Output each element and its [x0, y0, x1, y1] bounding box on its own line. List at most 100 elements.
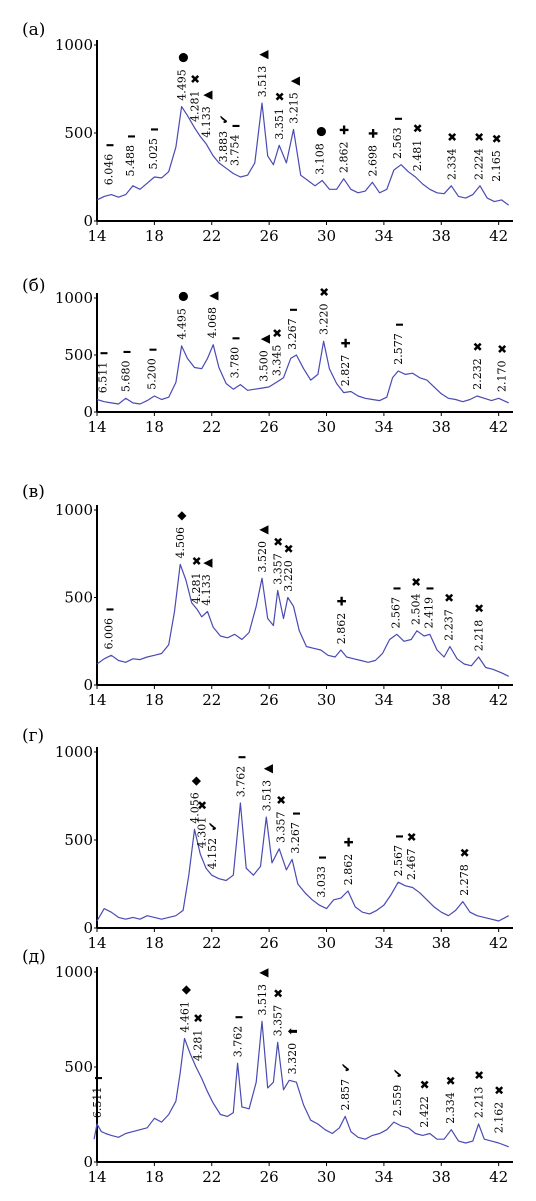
- peak-d-spacing-label: 2.698: [366, 145, 379, 177]
- peak-d-spacing-label: 2.165: [490, 150, 503, 182]
- peak-d-spacing-label: 3.762: [234, 766, 247, 798]
- y-tick-label: 0: [83, 919, 93, 937]
- peak-d-spacing-label: 2.224: [473, 149, 486, 181]
- y-tick-label: 0: [83, 1153, 93, 1171]
- phase-marker-triangle: ▲: [200, 558, 214, 568]
- phase-marker-dash: ı: [389, 586, 403, 590]
- phase-marker-triangle: ▲: [200, 90, 214, 100]
- phase-marker-cross: ✖: [191, 1013, 205, 1023]
- phase-marker-diamond: ◆: [179, 985, 193, 995]
- y-tick-label: 1000: [55, 501, 93, 519]
- peak-d-spacing-label: 3.267: [286, 318, 299, 350]
- y-tick-label: 1000: [55, 289, 93, 307]
- peak-d-spacing-label: 3.500: [257, 350, 270, 382]
- peak-d-spacing-label: 2.577: [392, 333, 405, 365]
- phase-marker-cross: ✖: [442, 593, 456, 603]
- peak-d-spacing-label: 2.334: [445, 149, 458, 181]
- x-tick-label: 30: [317, 691, 336, 709]
- phase-marker-cross: ✖: [189, 74, 203, 84]
- peak-d-spacing-label: 4.056: [189, 792, 202, 824]
- peak-d-spacing-label: 2.232: [471, 358, 484, 390]
- peak-d-spacing-label: 6.006: [103, 618, 116, 650]
- phase-marker-dash: ı: [422, 586, 436, 590]
- phase-marker-cross: ✖: [318, 287, 332, 297]
- phase-marker-dash: ı: [289, 811, 303, 815]
- peak-d-spacing-label: 6.046: [103, 154, 116, 186]
- y-tick-label: 500: [64, 589, 93, 607]
- x-tick-label: 38: [432, 227, 451, 245]
- panel-label: (в): [22, 482, 45, 502]
- panel-label: (д): [22, 947, 46, 967]
- peak-d-spacing-label: 2.422: [418, 1096, 431, 1128]
- phase-marker-cross: ✖: [490, 134, 504, 144]
- x-tick-label: 26: [260, 1168, 279, 1186]
- y-tick-label: 500: [64, 346, 93, 364]
- phase-marker-cross: ✖: [270, 328, 284, 338]
- peak-d-spacing-label: 4.068: [206, 307, 219, 339]
- x-tick-label: 14: [87, 418, 106, 436]
- peak-d-spacing-label: 2.827: [339, 355, 352, 387]
- peak-d-spacing-label: 4.152: [206, 838, 219, 870]
- y-tick-label: 1000: [55, 743, 93, 761]
- x-tick-label: 30: [317, 1168, 336, 1186]
- phase-marker-triangle: ▲: [288, 76, 302, 86]
- peak-d-spacing-label: 4.281: [189, 91, 202, 123]
- peak-d-spacing-label: 6.511: [97, 362, 110, 394]
- peak-d-spacing-label: 2.567: [392, 845, 405, 877]
- x-tick-label: 38: [432, 1168, 451, 1186]
- x-tick-label: 38: [432, 691, 451, 709]
- phase-marker-check: ✔: [391, 1068, 405, 1078]
- phase-marker-diamond: ◆: [174, 511, 188, 521]
- peak-d-spacing-label: 3.357: [272, 1005, 285, 1037]
- y-tick-label: 1000: [55, 36, 93, 54]
- x-tick-label: 18: [145, 934, 164, 952]
- phase-marker-dash: ı: [391, 117, 405, 121]
- peak-d-spacing-label: 6.511: [91, 1087, 104, 1119]
- peak-d-spacing-label: 4.461: [179, 1001, 192, 1033]
- x-tick-label: 26: [260, 418, 279, 436]
- y-tick-label: 0: [83, 676, 93, 694]
- peak-d-spacing-label: 2.862: [338, 142, 351, 174]
- x-tick-label: 38: [432, 418, 451, 436]
- peak-d-spacing-label: 3.108: [313, 143, 326, 175]
- phase-marker-dash: ı: [124, 134, 138, 138]
- peak-d-spacing-label: 2.563: [391, 127, 404, 159]
- x-tick-label: 22: [202, 227, 221, 245]
- x-tick-label: 42: [489, 934, 508, 952]
- x-tick-label: 22: [202, 1168, 221, 1186]
- phase-marker-plus: ✚: [338, 125, 352, 135]
- x-tick-label: 38: [432, 934, 451, 952]
- x-tick-label: 34: [374, 418, 393, 436]
- peak-d-spacing-label: 3.220: [282, 560, 295, 592]
- phase-marker-dash: ı: [146, 348, 160, 352]
- peak-d-spacing-label: 3.513: [256, 984, 269, 1016]
- x-tick-label: 22: [202, 934, 221, 952]
- y-tick-label: 0: [83, 212, 93, 230]
- xrd-trace: [93, 1020, 509, 1148]
- phase-marker-cross: ✖: [471, 342, 485, 352]
- x-tick-label: 18: [145, 227, 164, 245]
- x-tick-label: 26: [260, 934, 279, 952]
- phase-marker-plus: ✚: [339, 338, 353, 348]
- peak-d-spacing-label: 3.883: [217, 131, 230, 163]
- xrd-trace: [96, 102, 510, 206]
- peak-d-spacing-label: 2.862: [335, 613, 348, 645]
- peak-d-spacing-label: 2.862: [342, 854, 355, 886]
- peak-d-spacing-label: 3.267: [289, 822, 302, 854]
- peak-d-spacing-label: 2.419: [422, 597, 435, 629]
- peak-d-spacing-label: 5.025: [147, 138, 160, 170]
- phase-marker-cross: ✖: [473, 1070, 487, 1080]
- peak-d-spacing-label: 3.357: [275, 812, 288, 844]
- phase-marker-dash: ı: [147, 127, 161, 131]
- phase-marker-dash: ı: [103, 607, 117, 611]
- peak-d-spacing-label: 2.467: [405, 849, 418, 881]
- panel-label: (б): [22, 276, 46, 296]
- x-tick-label: 30: [317, 934, 336, 952]
- x-tick-label: 22: [202, 691, 221, 709]
- peak-d-spacing-label: 4.495: [176, 69, 189, 101]
- peak-d-spacing-label: 2.218: [473, 620, 486, 652]
- panel-3: (в) 0 500 1000 14 18 22 26 30 34 38 42 6.006 ı 4.506 ◆ 4…: [22, 482, 513, 709]
- peak-d-spacing-label: 2.481: [411, 140, 424, 172]
- phase-marker-cross: ✖: [272, 537, 286, 547]
- phase-marker-cross: ✖: [411, 123, 425, 133]
